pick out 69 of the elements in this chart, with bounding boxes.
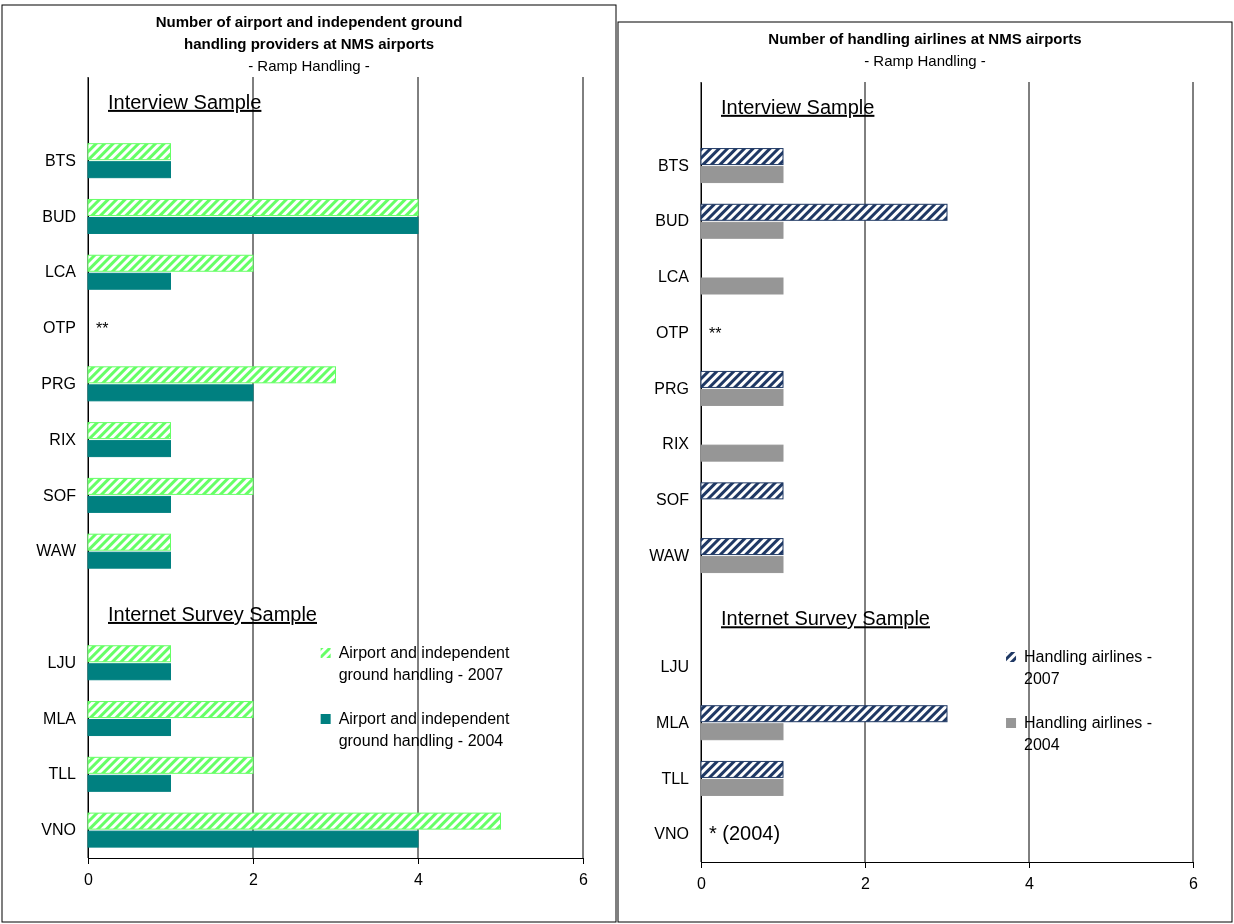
annotation: Internet Survey Sample <box>721 607 930 630</box>
x-tick-label: 2 <box>861 874 871 892</box>
y-tick-label: VNO <box>654 825 689 843</box>
annotation: ** <box>96 320 109 338</box>
chart-subtitle: - Ramp Handling - <box>248 57 370 74</box>
bar <box>87 774 171 792</box>
bar <box>87 143 171 161</box>
chart-title: Number of handling airlines at NMS airports <box>768 30 1082 47</box>
legend-label: Airport and independent ground handling - 2007 <box>338 644 510 683</box>
bar <box>87 645 171 663</box>
y-tick-label: WAW <box>36 542 77 560</box>
annotation: * (2004) <box>709 822 781 845</box>
chart-title: Number of airport and independent ground handling providers at NMS airports <box>155 13 463 52</box>
bar <box>87 812 501 830</box>
y-tick-label: SOF <box>43 486 77 504</box>
annotation: Interview Sample <box>721 95 875 118</box>
bar <box>87 198 419 216</box>
y-tick-label: TLL <box>48 765 77 783</box>
bar <box>87 440 171 458</box>
y-tick-label: TLL <box>661 769 690 787</box>
bar <box>87 272 171 290</box>
annotation: Interview Sample <box>108 90 262 113</box>
bar <box>87 701 254 719</box>
y-tick-label: OTP <box>656 323 689 341</box>
y-tick-label: LCA <box>44 263 77 281</box>
legend-label: Handling airlines - 2004 <box>1024 714 1153 753</box>
x-tick-label: 6 <box>1189 874 1199 892</box>
chart-subtitle: - Ramp Handling - <box>864 52 986 69</box>
y-tick-label: MLA <box>656 713 690 731</box>
y-tick-label: LJU <box>47 653 76 671</box>
x-tick-label: 6 <box>579 870 589 888</box>
legend-label: Handling airlines - 2007 <box>1024 648 1153 687</box>
x-tick-label: 4 <box>414 870 424 888</box>
bar <box>87 216 419 234</box>
x-tick-label: 2 <box>249 870 259 888</box>
y-tick-label: RIX <box>49 430 77 448</box>
bar <box>87 254 254 272</box>
bar <box>87 384 254 402</box>
y-tick-label: RIX <box>662 435 690 453</box>
y-tick-label: PRG <box>654 379 689 397</box>
legend-label: Airport and independent ground handling - 2004 <box>338 710 510 749</box>
y-tick-label: LJU <box>660 658 689 676</box>
bar <box>87 719 171 737</box>
y-tick-label: LCA <box>657 268 690 286</box>
y-tick-label: SOF <box>656 490 690 508</box>
bar <box>87 161 171 179</box>
bar <box>87 495 171 513</box>
x-tick-label: 0 <box>84 870 94 888</box>
x-tick-label: 0 <box>697 874 707 892</box>
bar <box>87 422 171 440</box>
y-tick-label: BTS <box>657 156 689 174</box>
y-tick-label: BTS <box>44 151 76 169</box>
x-tick-label: 4 <box>1025 874 1035 892</box>
bar <box>87 366 336 384</box>
bar <box>87 756 254 774</box>
bar <box>87 477 254 495</box>
y-tick-label: BUD <box>42 207 76 225</box>
y-tick-label: OTP <box>43 319 76 337</box>
annotation: ** <box>709 324 722 342</box>
y-tick-label: VNO <box>41 821 76 839</box>
annotation: Internet Survey Sample <box>108 602 317 625</box>
y-tick-label: MLA <box>43 709 77 727</box>
bar <box>87 663 171 681</box>
bar <box>87 551 171 569</box>
y-tick-label: WAW <box>649 546 690 564</box>
bar <box>87 533 171 551</box>
bar <box>87 830 419 848</box>
y-tick-label: BUD <box>655 212 689 230</box>
y-tick-label: PRG <box>41 374 76 392</box>
